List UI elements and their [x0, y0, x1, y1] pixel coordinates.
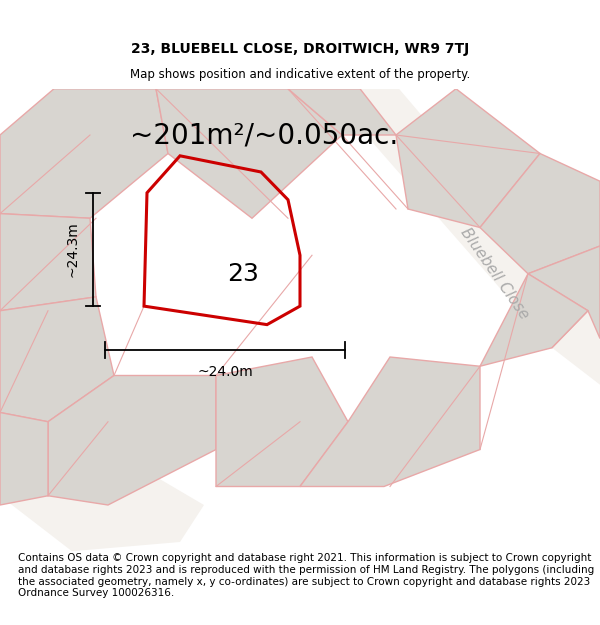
Text: 23, BLUEBELL CLOSE, DROITWICH, WR9 7TJ: 23, BLUEBELL CLOSE, DROITWICH, WR9 7TJ — [131, 42, 469, 56]
Polygon shape — [357, 89, 600, 385]
Text: Map shows position and indicative extent of the property.: Map shows position and indicative extent… — [130, 68, 470, 81]
Text: Contains OS data © Crown copyright and database right 2021. This information is : Contains OS data © Crown copyright and d… — [18, 554, 594, 598]
Polygon shape — [0, 297, 114, 422]
Polygon shape — [480, 274, 588, 366]
Text: ~24.3m: ~24.3m — [66, 222, 80, 278]
Polygon shape — [0, 89, 168, 218]
Polygon shape — [528, 246, 600, 339]
Polygon shape — [216, 357, 348, 486]
Polygon shape — [0, 214, 96, 311]
Polygon shape — [480, 154, 600, 274]
Polygon shape — [396, 89, 540, 228]
Text: ~201m²/~0.050ac.: ~201m²/~0.050ac. — [130, 121, 398, 149]
Text: Bluebell Close: Bluebell Close — [458, 226, 532, 322]
Polygon shape — [0, 412, 48, 505]
Polygon shape — [0, 431, 204, 551]
Polygon shape — [156, 89, 342, 218]
Polygon shape — [288, 89, 396, 135]
Text: ~24.0m: ~24.0m — [197, 365, 253, 379]
Polygon shape — [48, 376, 216, 505]
Text: 23: 23 — [227, 262, 259, 286]
Polygon shape — [300, 357, 480, 486]
